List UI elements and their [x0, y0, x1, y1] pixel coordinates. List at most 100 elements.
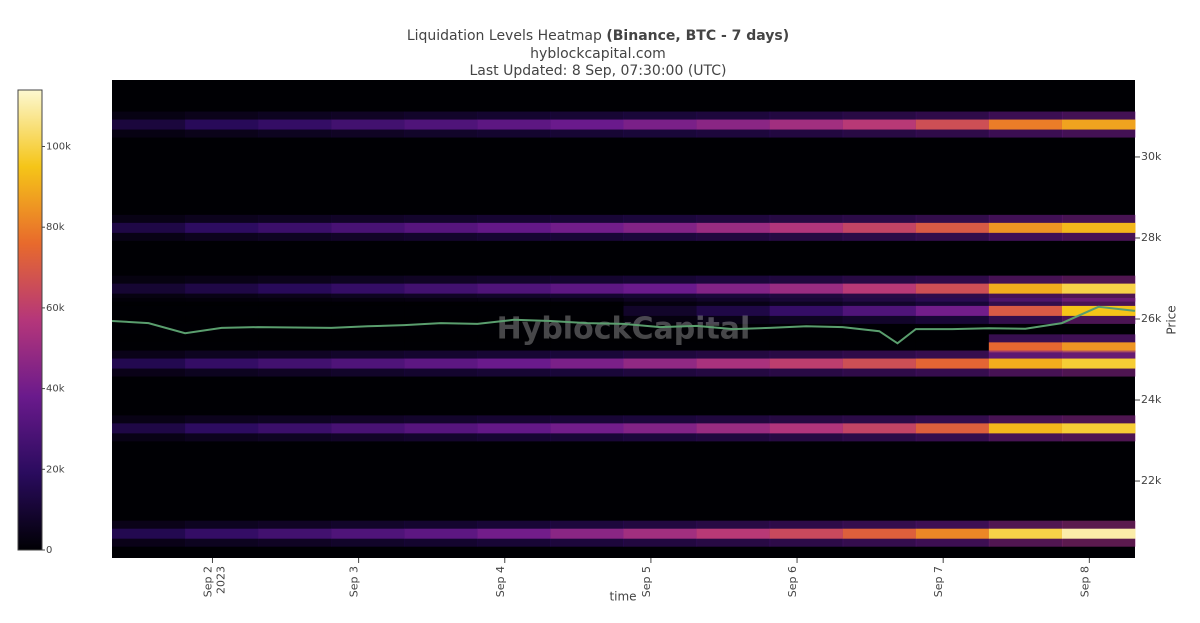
heat-cell	[915, 222, 990, 233]
heat-cell	[696, 222, 771, 233]
heat-cell	[550, 358, 624, 369]
heat-cell	[258, 342, 332, 353]
heat-cell	[696, 119, 771, 130]
heat-cell	[842, 423, 917, 434]
heat-cell	[477, 423, 551, 434]
heat-cell	[1061, 528, 1136, 539]
title-main: Liquidation Levels Heatmap	[407, 28, 602, 44]
heat-cell	[477, 358, 551, 369]
heat-cell	[331, 119, 405, 130]
heat-cell	[404, 305, 478, 316]
heat-cell	[404, 528, 478, 539]
heat-cell	[1061, 222, 1136, 233]
heat-cell	[915, 423, 990, 434]
heat-cell	[331, 528, 405, 539]
heat-cell	[112, 119, 186, 130]
heat-cell	[404, 358, 478, 369]
heat-cell	[550, 528, 624, 539]
heat-cell	[550, 342, 624, 353]
heat-cell	[842, 119, 917, 130]
heat-cell	[915, 528, 990, 539]
heat-cell	[258, 222, 332, 233]
heat-cell	[112, 528, 186, 539]
heat-cell	[696, 342, 771, 353]
heat-cell	[988, 528, 1063, 539]
heat-cell	[550, 222, 624, 233]
chart-title: Liquidation Levels Heatmap (Binance, BTC…	[407, 28, 789, 44]
heat-cell	[477, 119, 551, 130]
heat-cell	[769, 283, 844, 294]
x-tick-label: Sep 8	[1078, 566, 1091, 597]
y-tick-label: 24k	[1141, 393, 1162, 406]
x-tick-year: 2023	[214, 566, 227, 594]
heat-cell	[623, 222, 698, 233]
x-tick-label: Sep 2	[201, 566, 214, 597]
heat-cell	[331, 358, 405, 369]
colorbar-tick-label: 0	[46, 545, 52, 556]
heat-cell	[842, 222, 917, 233]
colorbar-tick-label: 100k	[46, 141, 71, 152]
heat-cell	[988, 119, 1063, 130]
heat-cell	[185, 283, 259, 294]
heat-cell	[842, 342, 917, 353]
y-tick-label: 26k	[1141, 312, 1162, 325]
title-bold: (Binance, BTC - 7 days)	[606, 28, 789, 44]
heat-cell	[988, 222, 1063, 233]
heat-cell	[477, 283, 551, 294]
y-tick-label: 28k	[1141, 231, 1162, 244]
heat-cell	[623, 528, 698, 539]
heat-cell	[842, 528, 917, 539]
x-tick-label: Sep 3	[348, 566, 361, 597]
watermark: HyblockCapital	[497, 312, 751, 347]
heat-cell	[112, 283, 186, 294]
heat-cell	[185, 119, 259, 130]
heat-cell	[550, 283, 624, 294]
heat-cell	[331, 305, 405, 316]
heat-cell	[404, 423, 478, 434]
colorbar-tick-label: 80k	[46, 222, 65, 233]
x-axis-label: time	[609, 590, 636, 604]
heat-cell	[988, 423, 1063, 434]
heat-cell	[1061, 342, 1136, 353]
heat-cell	[769, 528, 844, 539]
colorbar-tick-label: 20k	[46, 464, 65, 475]
heat-cell	[404, 222, 478, 233]
heat-cell	[331, 222, 405, 233]
heat-cell	[112, 358, 186, 369]
heat-cell	[696, 305, 771, 316]
heat-cell	[696, 528, 771, 539]
heat-cell	[623, 305, 698, 316]
heat-cell	[185, 423, 259, 434]
heat-cell	[769, 305, 844, 316]
heat-cell	[185, 305, 259, 316]
colorbar-tick-label: 60k	[46, 303, 65, 314]
heat-cell	[1061, 358, 1136, 369]
x-tick-label: Sep 4	[494, 566, 507, 597]
updated: Last Updated: 8 Sep, 07:30:00 (UTC)	[469, 63, 726, 79]
heat-cell	[915, 119, 990, 130]
heat-cell	[1061, 423, 1136, 434]
heat-cell	[185, 222, 259, 233]
heat-cell	[988, 358, 1063, 369]
heat-cell	[842, 358, 917, 369]
heat-cell	[185, 358, 259, 369]
heat-cell	[331, 423, 405, 434]
price-line	[111, 305, 1136, 345]
heat-cell	[915, 358, 990, 369]
heat-cell	[1061, 119, 1136, 130]
heat-cell	[550, 423, 624, 434]
heat-cell	[258, 283, 332, 294]
heat-cell	[696, 423, 771, 434]
x-tick-label: Sep 6	[786, 566, 799, 597]
heat-cell	[112, 305, 186, 316]
heat-cell	[696, 283, 771, 294]
heat-cell	[842, 305, 917, 316]
heat-cell	[623, 119, 698, 130]
colorbar	[17, 89, 43, 551]
heat-cell	[623, 342, 698, 353]
heat-cell	[769, 119, 844, 130]
heat-cell	[331, 342, 405, 353]
heat-cell	[988, 305, 1063, 316]
heat-cell	[769, 222, 844, 233]
heat-cell	[477, 528, 551, 539]
